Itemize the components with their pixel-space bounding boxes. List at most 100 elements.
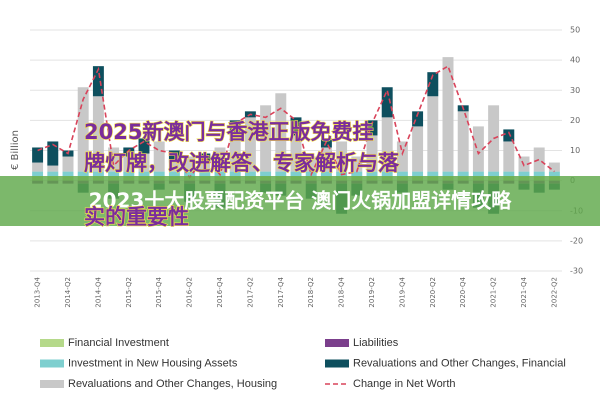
- bar-segment: [533, 171, 545, 177]
- bar-segment: [427, 96, 439, 172]
- x-tick-label: 2019-Q2: [368, 277, 376, 308]
- bar-segment: [47, 171, 59, 177]
- x-tick-label: 2015-Q4: [155, 276, 163, 307]
- bar-segment: [168, 162, 180, 172]
- net-worth-line: [37, 64, 555, 180]
- bar-segment: [47, 165, 59, 172]
- banner-text: 2023十大股票配资平台 澳门火锅加盟详情攻略: [89, 189, 513, 213]
- bar-segment: [396, 141, 408, 172]
- bar-segment: [412, 126, 424, 172]
- bar-segment: [548, 162, 560, 172]
- bar-segment: [472, 126, 484, 172]
- bar-segment: [92, 66, 104, 97]
- x-tick-label: 2020-Q2: [429, 277, 437, 308]
- bar-segment: [396, 171, 408, 177]
- x-tick-label: 2018-Q4: [338, 276, 346, 307]
- headline-line: 2025新澳门与香港正版免费挂: [84, 120, 373, 144]
- bar-segment: [336, 141, 348, 172]
- legend-label: Revaluations and Other Changes, Financia…: [353, 357, 566, 369]
- bar-segment: [488, 171, 500, 177]
- bar-segment: [503, 141, 515, 172]
- bar-segment: [108, 147, 120, 172]
- legend-swatch: [325, 359, 349, 368]
- legend-swatch: [40, 339, 64, 347]
- bar-segment: [168, 150, 180, 163]
- bar-segment: [168, 171, 180, 177]
- bar-segment: [427, 72, 439, 97]
- legend-label: Liabilities: [353, 337, 399, 349]
- x-tick-label: 2015-Q2: [125, 277, 133, 308]
- bar-segment: [153, 171, 165, 177]
- bar-segment: [92, 171, 104, 177]
- bar-segment: [457, 171, 469, 177]
- bar-segment: [138, 153, 150, 172]
- bar-segment: [77, 87, 89, 172]
- bar-segment: [305, 156, 317, 172]
- bar-segment: [138, 138, 150, 154]
- bar-segment: [184, 171, 196, 177]
- bar-segment: [153, 141, 165, 172]
- bar-segment: [199, 162, 211, 172]
- y-tick-label: 20: [570, 116, 580, 125]
- bar-segment: [47, 141, 59, 166]
- bar-segment: [123, 147, 135, 157]
- legend-label: Change in Net Worth: [353, 378, 456, 390]
- bar-segment: [351, 171, 363, 177]
- bar-segment: [62, 171, 74, 177]
- bar-segment: [92, 96, 104, 172]
- bar-segment: [138, 171, 150, 177]
- bar-segment: [533, 147, 545, 172]
- y-tick-label: -30: [570, 267, 583, 276]
- x-tick-label: 2017-Q4: [277, 276, 285, 307]
- x-tick-label: 2021-Q4: [520, 276, 528, 307]
- bar-segment: [108, 171, 120, 177]
- bar-segment: [412, 111, 424, 127]
- bar-segment: [32, 147, 44, 163]
- legend-swatch: [40, 380, 64, 388]
- x-tick-label: 2020-Q4: [459, 276, 467, 307]
- bar-segment: [229, 171, 241, 177]
- y-tick-label: 10: [570, 146, 580, 155]
- bar-segment: [381, 171, 393, 177]
- bar-segment: [366, 171, 378, 177]
- bar-segment: [32, 171, 44, 177]
- bar-segment: [275, 93, 287, 172]
- bar-segment: [351, 156, 363, 172]
- bar-segment: [442, 57, 454, 172]
- bar-segment: [260, 105, 272, 172]
- x-tick-label: 2016-Q2: [186, 277, 194, 308]
- bar-segment: [244, 171, 256, 177]
- bar-segment: [366, 135, 378, 172]
- bar-segment: [123, 171, 135, 177]
- bar-segment: [123, 156, 135, 172]
- bar-segment: [214, 147, 226, 172]
- x-tick-label: 2013-Q4: [34, 276, 42, 307]
- bar-segment: [381, 87, 393, 118]
- y-tick-label: -20: [570, 236, 583, 245]
- bar-segment: [275, 171, 287, 177]
- y-tick-label: 40: [570, 56, 580, 65]
- x-tick-label: 2016-Q4: [216, 276, 224, 307]
- bar-segment: [184, 156, 196, 172]
- y-axis-title: € Billion: [10, 130, 21, 170]
- bar-segment: [290, 171, 302, 177]
- headline-line: 牌灯牌，改进解答、专家解析与落: [84, 151, 400, 175]
- bar-segment: [427, 171, 439, 177]
- bar-segment: [366, 120, 378, 136]
- legend-label: Financial Investment: [68, 337, 169, 349]
- x-tick-label: 2021-Q2: [490, 277, 498, 308]
- y-tick-label: 30: [570, 86, 580, 95]
- bar-segment: [412, 171, 424, 177]
- x-tick-label: 2017-Q2: [246, 277, 254, 308]
- bar-segment: [199, 171, 211, 177]
- y-tick-label: 50: [570, 26, 580, 35]
- bar-segment: [472, 171, 484, 177]
- x-tick-label: 2022-Q2: [550, 277, 558, 308]
- bar-segment: [503, 129, 515, 142]
- bar-segment: [62, 156, 74, 172]
- bar-segment: [229, 135, 241, 172]
- x-tick-label: 2019-Q4: [398, 276, 406, 307]
- bar-segment: [518, 171, 530, 177]
- bar-segment: [548, 171, 560, 177]
